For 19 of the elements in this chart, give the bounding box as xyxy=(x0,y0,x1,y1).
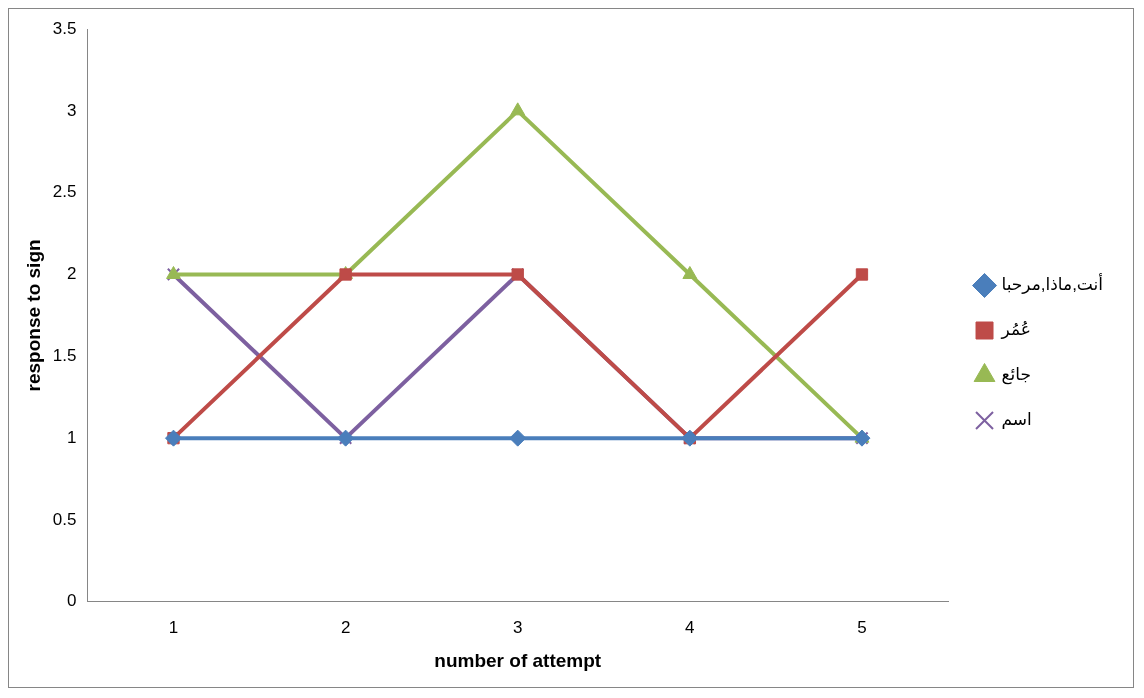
y-tick-label: 0.5 xyxy=(52,509,77,529)
legend-label: جائع xyxy=(1001,365,1031,386)
x-tick-label: 2 xyxy=(340,617,351,637)
y-tick-label: 1.5 xyxy=(52,346,77,365)
x-tick-label: 1 xyxy=(168,617,179,637)
legend-label: اسم xyxy=(1001,410,1032,431)
y-axis-title: response to sign xyxy=(22,239,44,392)
y-tick-label: 3.5 xyxy=(52,18,77,38)
y-tick-label: 0 xyxy=(66,591,77,611)
y-tick-label: 2 xyxy=(66,264,77,284)
legend-label: عُمُر xyxy=(1000,320,1031,340)
x-tick-label: 5 xyxy=(857,617,867,637)
x-tick-label: 3 xyxy=(512,617,523,637)
y-tick-label: 1 xyxy=(66,427,77,447)
legend-label: أنت,ماذا,مرحبا xyxy=(1001,273,1104,295)
x-axis-title: number of attempt xyxy=(434,649,602,671)
y-tick-label: 2.5 xyxy=(52,182,77,202)
x-tick-label: 4 xyxy=(685,617,695,637)
y-tick-label: 3 xyxy=(66,100,77,120)
